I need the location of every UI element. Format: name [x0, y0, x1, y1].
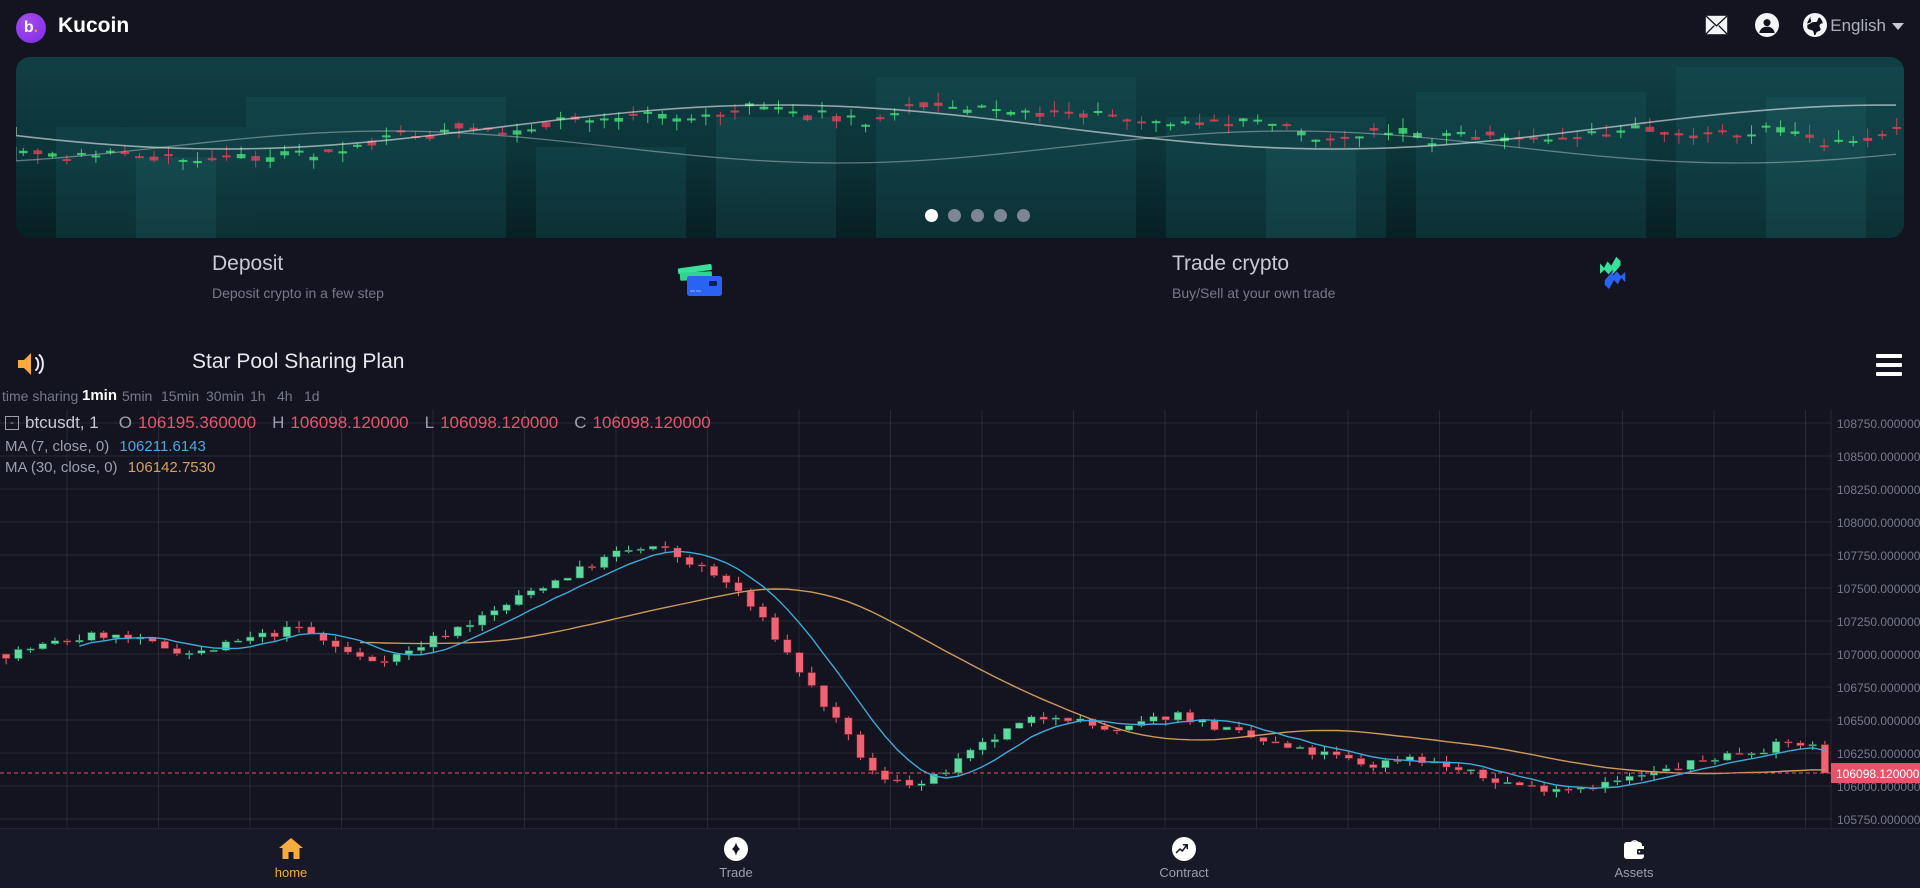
svg-text:106098.120000: 106098.120000 — [1836, 767, 1920, 781]
svg-text:107750.000000: 107750.000000 — [1837, 549, 1920, 563]
svg-text:107000.000000: 107000.000000 — [1837, 648, 1920, 662]
svg-text:107500.000000: 107500.000000 — [1837, 582, 1920, 596]
svg-text:107250.000000: 107250.000000 — [1837, 615, 1920, 629]
svg-text:106250.000000: 106250.000000 — [1837, 747, 1920, 761]
svg-text:108750.000000: 108750.000000 — [1837, 417, 1920, 431]
svg-text:106500.000000: 106500.000000 — [1837, 714, 1920, 728]
svg-text:108500.000000: 108500.000000 — [1837, 450, 1920, 464]
svg-text:106750.000000: 106750.000000 — [1837, 681, 1920, 695]
svg-text:108250.000000: 108250.000000 — [1837, 483, 1920, 497]
svg-text:105750.000000: 105750.000000 — [1837, 813, 1920, 827]
svg-text:108000.000000: 108000.000000 — [1837, 516, 1920, 530]
